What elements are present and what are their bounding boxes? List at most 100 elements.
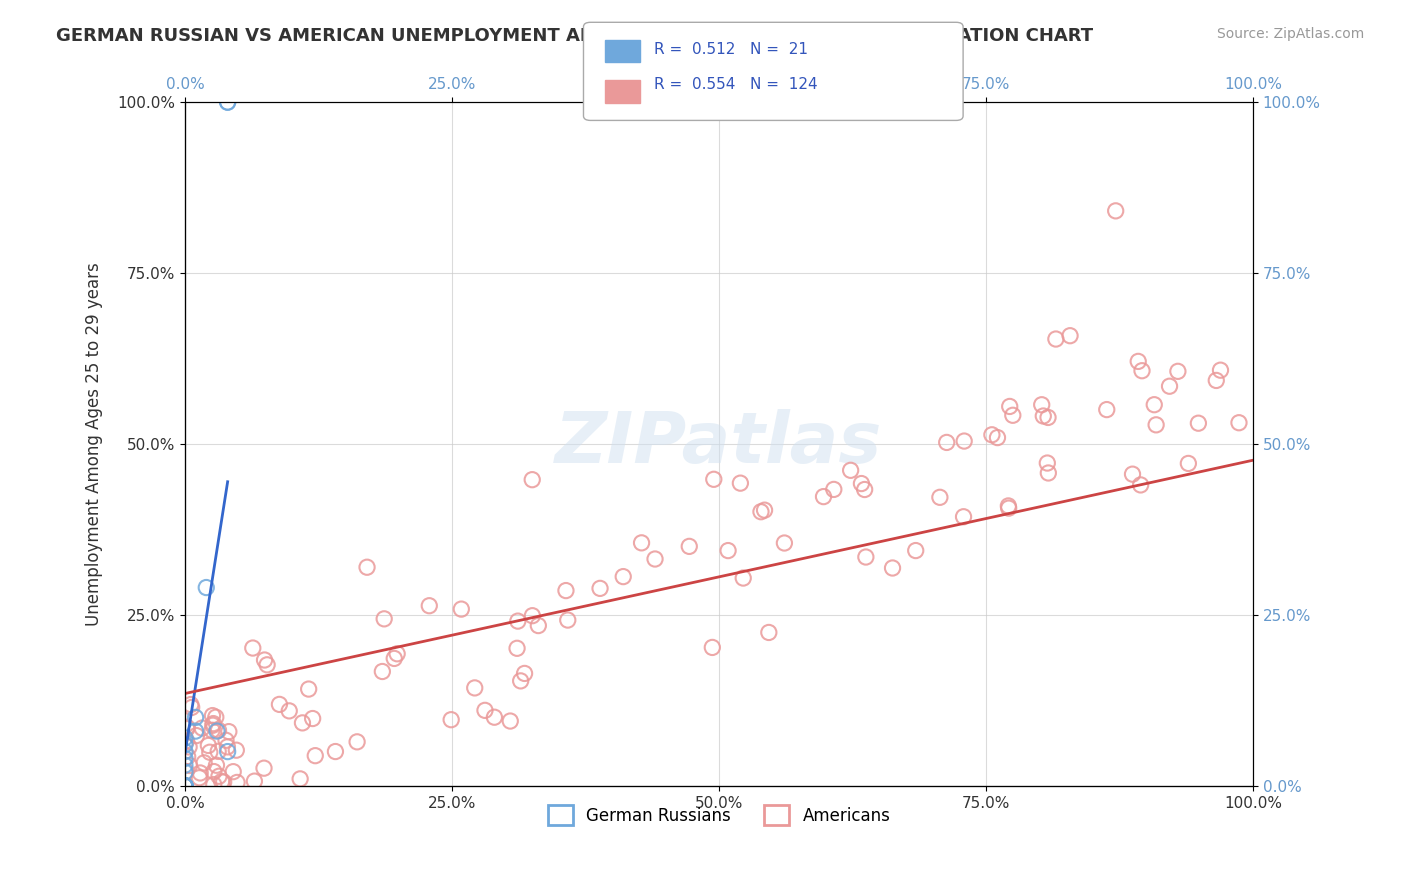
- Point: [217, 95, 239, 110]
- Point: [418, 599, 440, 613]
- Point: [184, 724, 207, 739]
- Point: [174, 765, 197, 780]
- Text: ZIPatlas: ZIPatlas: [555, 409, 883, 478]
- Point: [174, 751, 197, 765]
- Point: [839, 463, 862, 477]
- Point: [174, 779, 197, 793]
- Point: [217, 95, 239, 110]
- Point: [1036, 410, 1059, 425]
- Point: [184, 710, 207, 724]
- Point: [717, 543, 740, 558]
- Point: [202, 716, 225, 731]
- Point: [855, 549, 877, 564]
- Point: [174, 779, 197, 793]
- Point: [195, 581, 218, 595]
- Point: [215, 733, 238, 747]
- Point: [202, 764, 225, 779]
- Point: [174, 731, 197, 745]
- Point: [986, 431, 1008, 445]
- Point: [678, 540, 700, 554]
- Point: [935, 435, 957, 450]
- Point: [304, 748, 326, 763]
- Point: [998, 400, 1021, 414]
- Point: [474, 703, 496, 717]
- Point: [301, 712, 323, 726]
- Text: Source: ZipAtlas.com: Source: ZipAtlas.com: [1216, 27, 1364, 41]
- Point: [522, 608, 544, 623]
- Point: [222, 764, 245, 779]
- Point: [193, 756, 215, 770]
- Point: [813, 490, 835, 504]
- Point: [179, 758, 201, 772]
- Point: [174, 779, 197, 793]
- Point: [298, 681, 321, 696]
- Point: [506, 641, 529, 656]
- Point: [1038, 466, 1060, 480]
- Point: [176, 722, 198, 736]
- Point: [176, 720, 198, 734]
- Point: [1128, 354, 1150, 368]
- Point: [204, 710, 226, 724]
- Point: [242, 641, 264, 656]
- Point: [1205, 374, 1227, 388]
- Point: [733, 571, 755, 585]
- Point: [1036, 456, 1059, 470]
- Point: [188, 771, 211, 785]
- Point: [385, 647, 408, 661]
- Point: [1209, 363, 1232, 377]
- Point: [450, 602, 472, 616]
- Text: R =  0.512   N =  21: R = 0.512 N = 21: [654, 42, 808, 56]
- Point: [174, 779, 197, 793]
- Point: [754, 503, 776, 517]
- Point: [186, 729, 208, 743]
- Point: [198, 745, 221, 759]
- Point: [440, 713, 463, 727]
- Point: [197, 739, 219, 753]
- Point: [191, 721, 214, 735]
- Point: [288, 772, 311, 786]
- Point: [484, 710, 506, 724]
- Point: [211, 774, 233, 789]
- Point: [278, 704, 301, 718]
- Point: [557, 613, 579, 627]
- Point: [882, 561, 904, 575]
- Point: [904, 543, 927, 558]
- Point: [952, 509, 974, 524]
- Point: [291, 715, 314, 730]
- Point: [373, 612, 395, 626]
- Point: [1031, 398, 1053, 412]
- Point: [177, 739, 200, 754]
- Point: [630, 536, 652, 550]
- Point: [382, 651, 405, 665]
- Point: [1187, 416, 1209, 430]
- Point: [851, 476, 873, 491]
- Point: [253, 653, 276, 667]
- Point: [513, 666, 536, 681]
- Point: [205, 758, 228, 772]
- Point: [506, 614, 529, 628]
- Text: R =  0.554   N =  124: R = 0.554 N = 124: [654, 78, 817, 92]
- Point: [702, 640, 724, 655]
- Point: [1095, 402, 1118, 417]
- Point: [953, 434, 976, 448]
- Point: [499, 714, 522, 728]
- Point: [201, 723, 224, 738]
- Point: [202, 778, 225, 792]
- Point: [464, 681, 486, 695]
- Point: [174, 779, 197, 793]
- Point: [212, 775, 235, 789]
- Point: [1059, 328, 1081, 343]
- Point: [208, 769, 231, 783]
- Point: [853, 483, 876, 497]
- Point: [188, 766, 211, 780]
- Point: [253, 761, 276, 775]
- Point: [1144, 417, 1167, 432]
- Point: [1105, 203, 1128, 218]
- Point: [1227, 416, 1250, 430]
- Point: [1129, 478, 1152, 492]
- Point: [174, 738, 197, 752]
- Point: [1159, 379, 1181, 393]
- Point: [522, 473, 544, 487]
- Point: [749, 505, 772, 519]
- Point: [243, 774, 266, 789]
